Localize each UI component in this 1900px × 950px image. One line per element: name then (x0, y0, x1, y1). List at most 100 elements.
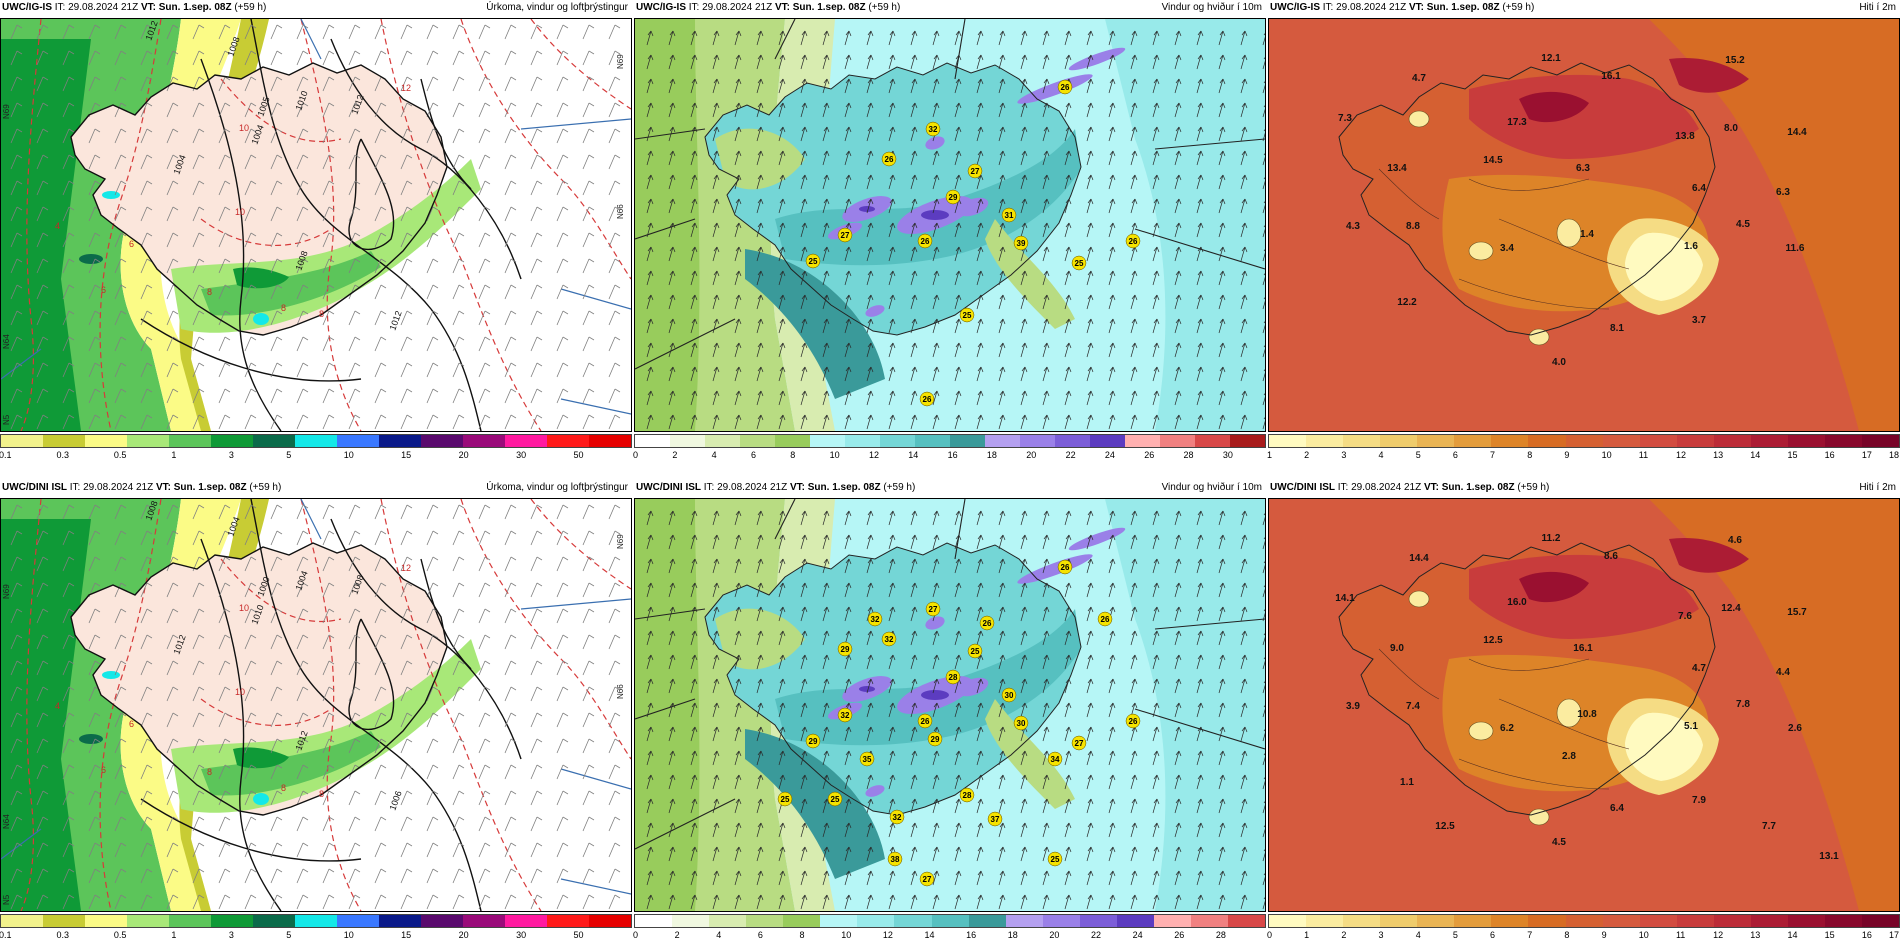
wind-barb (322, 414, 335, 430)
wind-arrow (1130, 102, 1138, 118)
wind-barb (10, 76, 23, 92)
wind-barb (192, 362, 205, 378)
wind-barb (270, 790, 283, 806)
wind-arrow (778, 534, 786, 550)
wind-arrow (778, 294, 786, 310)
wind-arrow (646, 78, 654, 94)
wind-arrow (690, 870, 698, 886)
temp-contour-label: 8 (319, 309, 324, 319)
wind-arrow (998, 390, 1006, 406)
color-swatch (746, 915, 784, 927)
wind-barb (426, 868, 439, 884)
wind-arrow (1108, 702, 1116, 718)
wind-arrow (1130, 366, 1138, 382)
wind-barb (556, 310, 569, 326)
wind-arrow (1240, 366, 1248, 382)
gust-zone (957, 197, 989, 217)
wind-barb (114, 608, 127, 624)
wind-barb (426, 50, 439, 66)
wind-arrow (910, 558, 918, 574)
forecast-panel-temp: UWC/DINI ISL IT: 29.08.2024 21Z VT: Sun.… (1267, 480, 1900, 950)
wind-barb (348, 842, 361, 858)
wind-arrow (866, 222, 874, 238)
scale-tick-label: 9 (1564, 450, 1570, 460)
scale-tick-label: 13 (1713, 450, 1724, 460)
wind-barb (530, 868, 543, 884)
wind-arrow (998, 894, 1006, 910)
wind-arrow (954, 222, 962, 238)
wind-arrow (734, 174, 742, 190)
wind-arrow (734, 870, 742, 886)
gust-value: 27 (1075, 739, 1084, 748)
wind-barb (322, 764, 335, 780)
wind-barb (582, 712, 595, 728)
wind-barb (348, 414, 361, 430)
temperature-value: 4.3 (1346, 221, 1360, 232)
wind-barb (140, 336, 153, 352)
temp-zone (1408, 110, 1430, 128)
wind-arrow (668, 30, 676, 46)
wind-barb (192, 284, 205, 300)
wind-arrow (1064, 318, 1072, 334)
color-swatch (950, 435, 985, 447)
wind-arrow (1130, 150, 1138, 166)
latitude-label: N69 (2, 584, 11, 599)
wind-barb (452, 608, 465, 624)
wind-barb (192, 504, 205, 520)
temperature-value: 3.9 (1346, 701, 1360, 712)
wind-barb (166, 608, 179, 624)
scale-tick-label: 8 (1527, 450, 1533, 460)
wind-barb (140, 816, 153, 832)
temperature-value: 7.4 (1406, 701, 1420, 712)
scale-tick-label: 26 (1174, 930, 1185, 940)
wind-barb (530, 686, 543, 702)
wind-arrow (1042, 78, 1050, 94)
wind-barb (400, 842, 413, 858)
gust-label: 30 (1013, 715, 1029, 731)
wind-arrow (668, 510, 676, 526)
temp-contour (1378, 168, 1440, 220)
wind-barb (10, 284, 23, 300)
wind-arrow (1174, 606, 1182, 622)
wind-arrow (800, 702, 808, 718)
wind-barb (452, 686, 465, 702)
wind-barb (270, 712, 283, 728)
wind-barb (62, 24, 75, 40)
scale-tick-label: 4 (716, 930, 722, 940)
wind-arrow (1174, 318, 1182, 334)
wind-arrow (690, 150, 698, 166)
scale-tick-label: 14 (924, 930, 935, 940)
wind-barb (296, 102, 309, 118)
wind-barb (218, 388, 231, 404)
wind-arrow (1174, 174, 1182, 190)
wind-arrow (1152, 150, 1160, 166)
wind-arrow (954, 126, 962, 142)
wind-arrow (822, 198, 830, 214)
wind-barb (530, 712, 543, 728)
wind-arrow (1086, 654, 1094, 670)
wind-barb (322, 102, 335, 118)
wind-barb (556, 608, 569, 624)
precip-zone (233, 267, 289, 289)
temperature-value: 7.9 (1692, 795, 1706, 806)
wind-barb (452, 76, 465, 92)
wind-arrow (866, 270, 874, 286)
wind-arrow (866, 510, 874, 526)
wind-arrow (1064, 846, 1072, 862)
wind-arrow (1130, 30, 1138, 46)
panel-title: Úrkoma, vindur og loftþrýstingur (486, 482, 628, 493)
wind-arrow (888, 198, 896, 214)
gust-value: 34 (1051, 755, 1060, 764)
wind-arrow (932, 414, 940, 430)
temperature-value: 6.4 (1610, 803, 1624, 814)
wind-arrow (844, 198, 852, 214)
wind-barb (374, 634, 387, 650)
gust-value: 26 (1129, 717, 1138, 726)
region-line (774, 19, 796, 60)
wind-barb (556, 336, 569, 352)
color-scale (634, 914, 1266, 928)
wind-barb (62, 842, 75, 858)
wind-arrow (1064, 822, 1072, 838)
gust-value: 29 (809, 737, 818, 746)
wind-barb (140, 128, 153, 144)
